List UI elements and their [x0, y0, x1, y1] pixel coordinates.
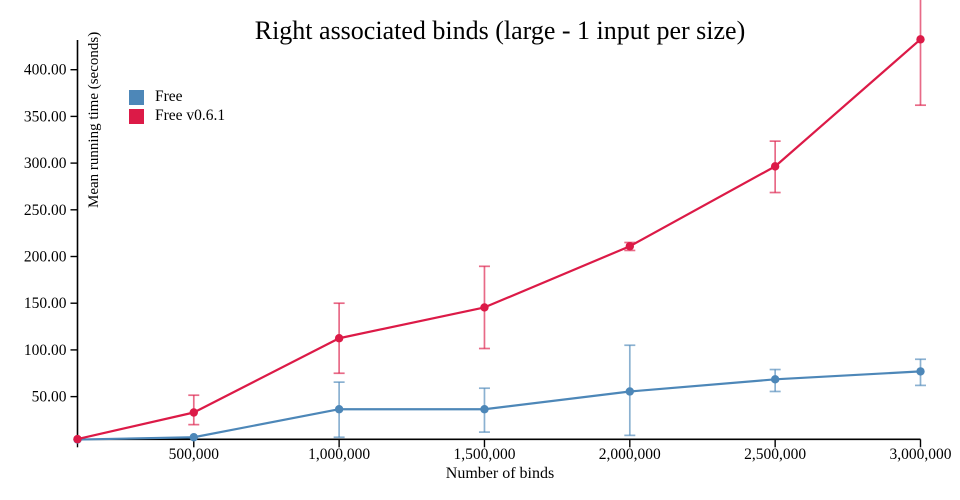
data-point — [73, 434, 82, 444]
y-tick-label: 300.00 — [24, 155, 67, 172]
y-tick-label: 50.00 — [32, 389, 67, 406]
data-point — [334, 405, 344, 414]
data-point — [916, 367, 925, 376]
data-point — [189, 433, 198, 442]
data-point — [189, 408, 198, 417]
y-axis-label: Mean running time (seconds) — [86, 31, 102, 208]
x-tick-label: 1,500,000 — [453, 446, 515, 463]
chart-title: Right associated binds (large - 1 input … — [254, 16, 746, 45]
y-tick-label: 400.00 — [24, 62, 67, 79]
data-point — [916, 35, 925, 44]
series-line — [77, 370, 921, 441]
data-point — [480, 303, 489, 312]
legend-swatch-free — [129, 89, 144, 105]
y-tick-label: 250.00 — [24, 202, 67, 219]
legend: Free Free v0.6.1 — [129, 89, 225, 124]
data-point — [334, 334, 344, 343]
y-tick-label: 150.00 — [24, 295, 67, 312]
legend-item-free-v061: Free v0.6.1 — [129, 108, 225, 124]
x-tick-label: 500,000 — [169, 446, 220, 463]
y-tick-label: 350.00 — [24, 108, 67, 125]
data-point — [770, 375, 780, 384]
data-point — [480, 405, 489, 414]
x-axis-label: Number of binds — [445, 465, 555, 482]
legend-label-free-v061: Free v0.6.1 — [155, 107, 226, 124]
y-tick-label: 200.00 — [24, 249, 67, 266]
y-tick-label: 100.00 — [24, 342, 67, 359]
data-point — [625, 242, 635, 251]
data-point — [770, 162, 780, 171]
legend-label-free: Free — [155, 88, 183, 105]
legend-swatch-free-v061 — [129, 108, 144, 124]
x-tick-label: 3,000,000 — [890, 446, 952, 463]
x-tick-label: 2,500,000 — [744, 446, 806, 463]
legend-item-free: Free — [129, 89, 225, 105]
x-tick-label: 1,000,000 — [308, 446, 370, 463]
data-point — [625, 387, 635, 396]
x-tick-label: 2,000,000 — [599, 446, 661, 463]
